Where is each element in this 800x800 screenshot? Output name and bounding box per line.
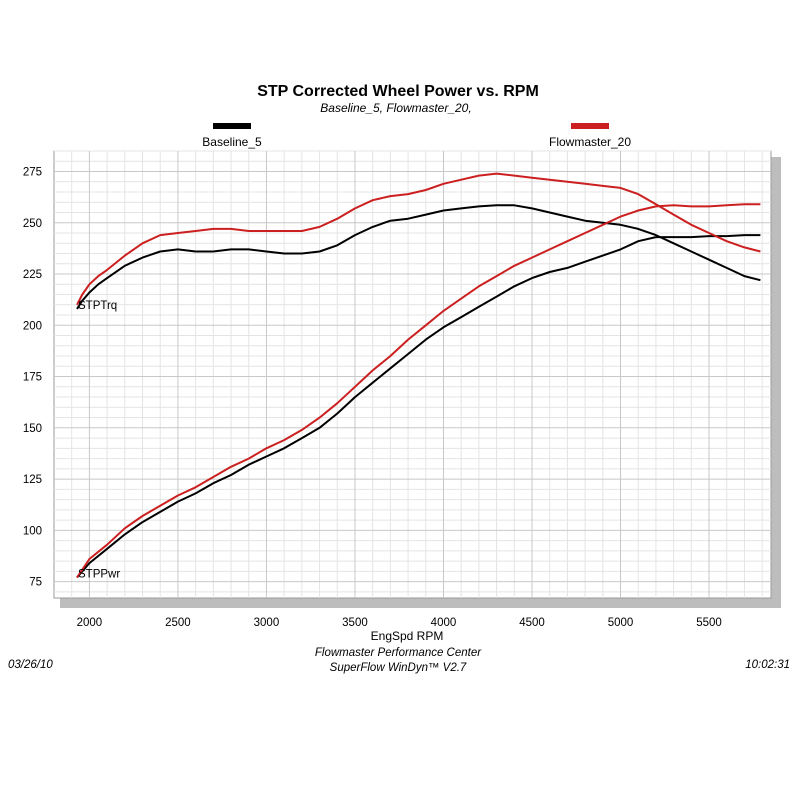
footer-center-name: Flowmaster Performance Center: [315, 647, 482, 659]
curve-tags: STPTrq STPPwr: [78, 300, 120, 581]
legend-label-flowmaster: Flowmaster_20: [549, 135, 631, 149]
curve-tag-stptrq: STPTrq: [78, 300, 117, 312]
footer-software: SuperFlow WinDyn™ V2.7: [330, 662, 467, 674]
y-tick-label: 225: [23, 269, 42, 281]
series-line-flowmaster-20-stptrq: [76, 172, 761, 306]
chart-title: STP Corrected Wheel Power vs. RPM: [257, 83, 539, 100]
x-tick-label: 4000: [431, 617, 457, 629]
legend-swatch-flowmaster: [571, 123, 609, 129]
x-tick-label: 3000: [254, 617, 280, 629]
y-tick-label: 175: [23, 372, 42, 384]
y-axis-ticks: 75 100 125 150 175 200 225 250 275: [23, 167, 42, 589]
footer-time: 10:02:31: [745, 659, 790, 671]
x-tick-label: 4500: [519, 617, 545, 629]
legend-swatch-baseline: [213, 123, 251, 129]
minor-grid: [54, 150, 771, 598]
y-tick-label: 150: [23, 423, 42, 435]
series-line-baseline-5-stptrq: [76, 204, 761, 310]
legend-label-baseline: Baseline_5: [202, 135, 262, 149]
x-tick-label: 2000: [77, 617, 103, 629]
y-tick-label: 275: [23, 167, 42, 179]
chart-subtitle: Baseline_5, Flowmaster_20,: [320, 101, 471, 115]
x-tick-label: 5500: [696, 617, 722, 629]
series-layer: [76, 172, 761, 579]
x-axis-label: EngSpd RPM: [371, 629, 444, 643]
y-tick-label: 100: [23, 525, 42, 537]
plot-area: [53, 150, 772, 599]
series-line-baseline-5-stppwr: [76, 234, 761, 579]
x-tick-label: 2500: [165, 617, 191, 629]
y-tick-label: 250: [23, 218, 42, 230]
x-tick-label: 5000: [608, 617, 634, 629]
series-line-flowmaster-20-stppwr: [76, 203, 761, 579]
x-axis-ticks: 2000 2500 3000 3500 4000 4500 5000 5500: [77, 617, 722, 629]
y-tick-label: 125: [23, 474, 42, 486]
y-tick-label: 75: [29, 577, 42, 589]
x-tick-label: 3500: [342, 617, 368, 629]
curve-tag-stppwr: STPPwr: [78, 568, 120, 580]
major-grid: [54, 151, 771, 598]
footer-date: 03/26/10: [8, 659, 53, 671]
y-tick-label: 200: [23, 320, 42, 332]
